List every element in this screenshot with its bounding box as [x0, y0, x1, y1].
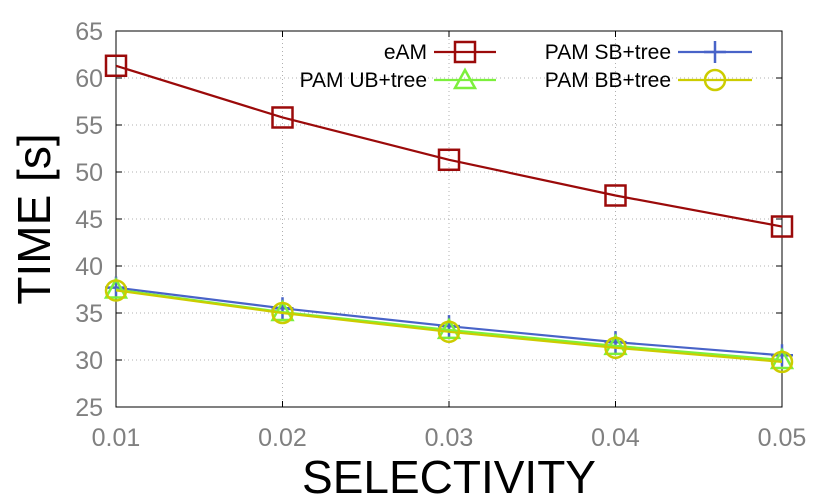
series-line [115, 64, 783, 228]
x-tick-label: 0.03 [425, 424, 474, 452]
x-tick-label: 0.01 [92, 424, 141, 452]
data-point-circle [770, 350, 794, 374]
legend-marker-triangle [452, 67, 478, 90]
legend-marker-square [453, 40, 477, 64]
x-axis-ticks: 0.01 0.02 0.03 0.04 0.05 [92, 31, 807, 452]
x-axis-title: SELECTIVITY [302, 451, 596, 498]
data-point-square [770, 215, 794, 238]
legend-entry: eAM [384, 40, 496, 64]
legend-entry: PAM BB+tree [545, 68, 752, 92]
legend-entry: PAM SB+tree [545, 41, 752, 64]
y-tick-label: 30 [75, 347, 103, 375]
y-axis-title: TIME [s] [8, 133, 60, 304]
y-tick-label: 35 [75, 300, 103, 328]
y-tick-label: 55 [75, 112, 103, 140]
legend-label: PAM UB+tree [300, 69, 427, 92]
data-point-triangle [603, 333, 628, 356]
legend-entry: PAM UB+tree [300, 67, 496, 92]
data-point-square [271, 106, 294, 129]
legend-marker-plus [704, 41, 726, 63]
x-tick-label: 0.04 [591, 424, 640, 452]
data-point-circle [104, 279, 128, 302]
series-line [115, 289, 783, 363]
data-point-circle [437, 320, 461, 344]
data-point-circle [271, 301, 294, 325]
legend-label: PAM SB+tree [545, 41, 671, 64]
data-point-triangle [436, 317, 462, 340]
data-point-triangle [103, 276, 129, 299]
legend-label: eAM [384, 41, 427, 64]
series-layer [103, 54, 795, 374]
data-point-square [437, 148, 461, 172]
data-point-triangle [769, 347, 795, 370]
data-point-triangle [270, 299, 295, 322]
x-tick-label: 0.02 [258, 424, 307, 452]
y-tick-label: 65 [75, 18, 103, 46]
y-tick-label: 60 [75, 65, 103, 93]
data-point-circle [604, 336, 627, 360]
data-point-square [104, 54, 128, 78]
y-tick-label: 45 [75, 206, 103, 234]
series-pam-bb-tree [104, 279, 794, 374]
legend: eAM PAM UB+tree PAM SB+tree PAM BB+tree [300, 40, 752, 92]
legend-label: PAM BB+tree [545, 69, 671, 92]
series-eam [104, 54, 794, 238]
legend-marker-circle [703, 68, 727, 92]
x-tick-label: 0.05 [758, 424, 807, 452]
y-tick-label: 50 [75, 159, 103, 187]
data-point-square [604, 184, 627, 207]
y-axis-ticks: 25 30 35 40 45 50 55 60 65 [75, 18, 782, 422]
y-tick-label: 40 [75, 253, 103, 281]
y-tick-label: 25 [75, 394, 103, 422]
